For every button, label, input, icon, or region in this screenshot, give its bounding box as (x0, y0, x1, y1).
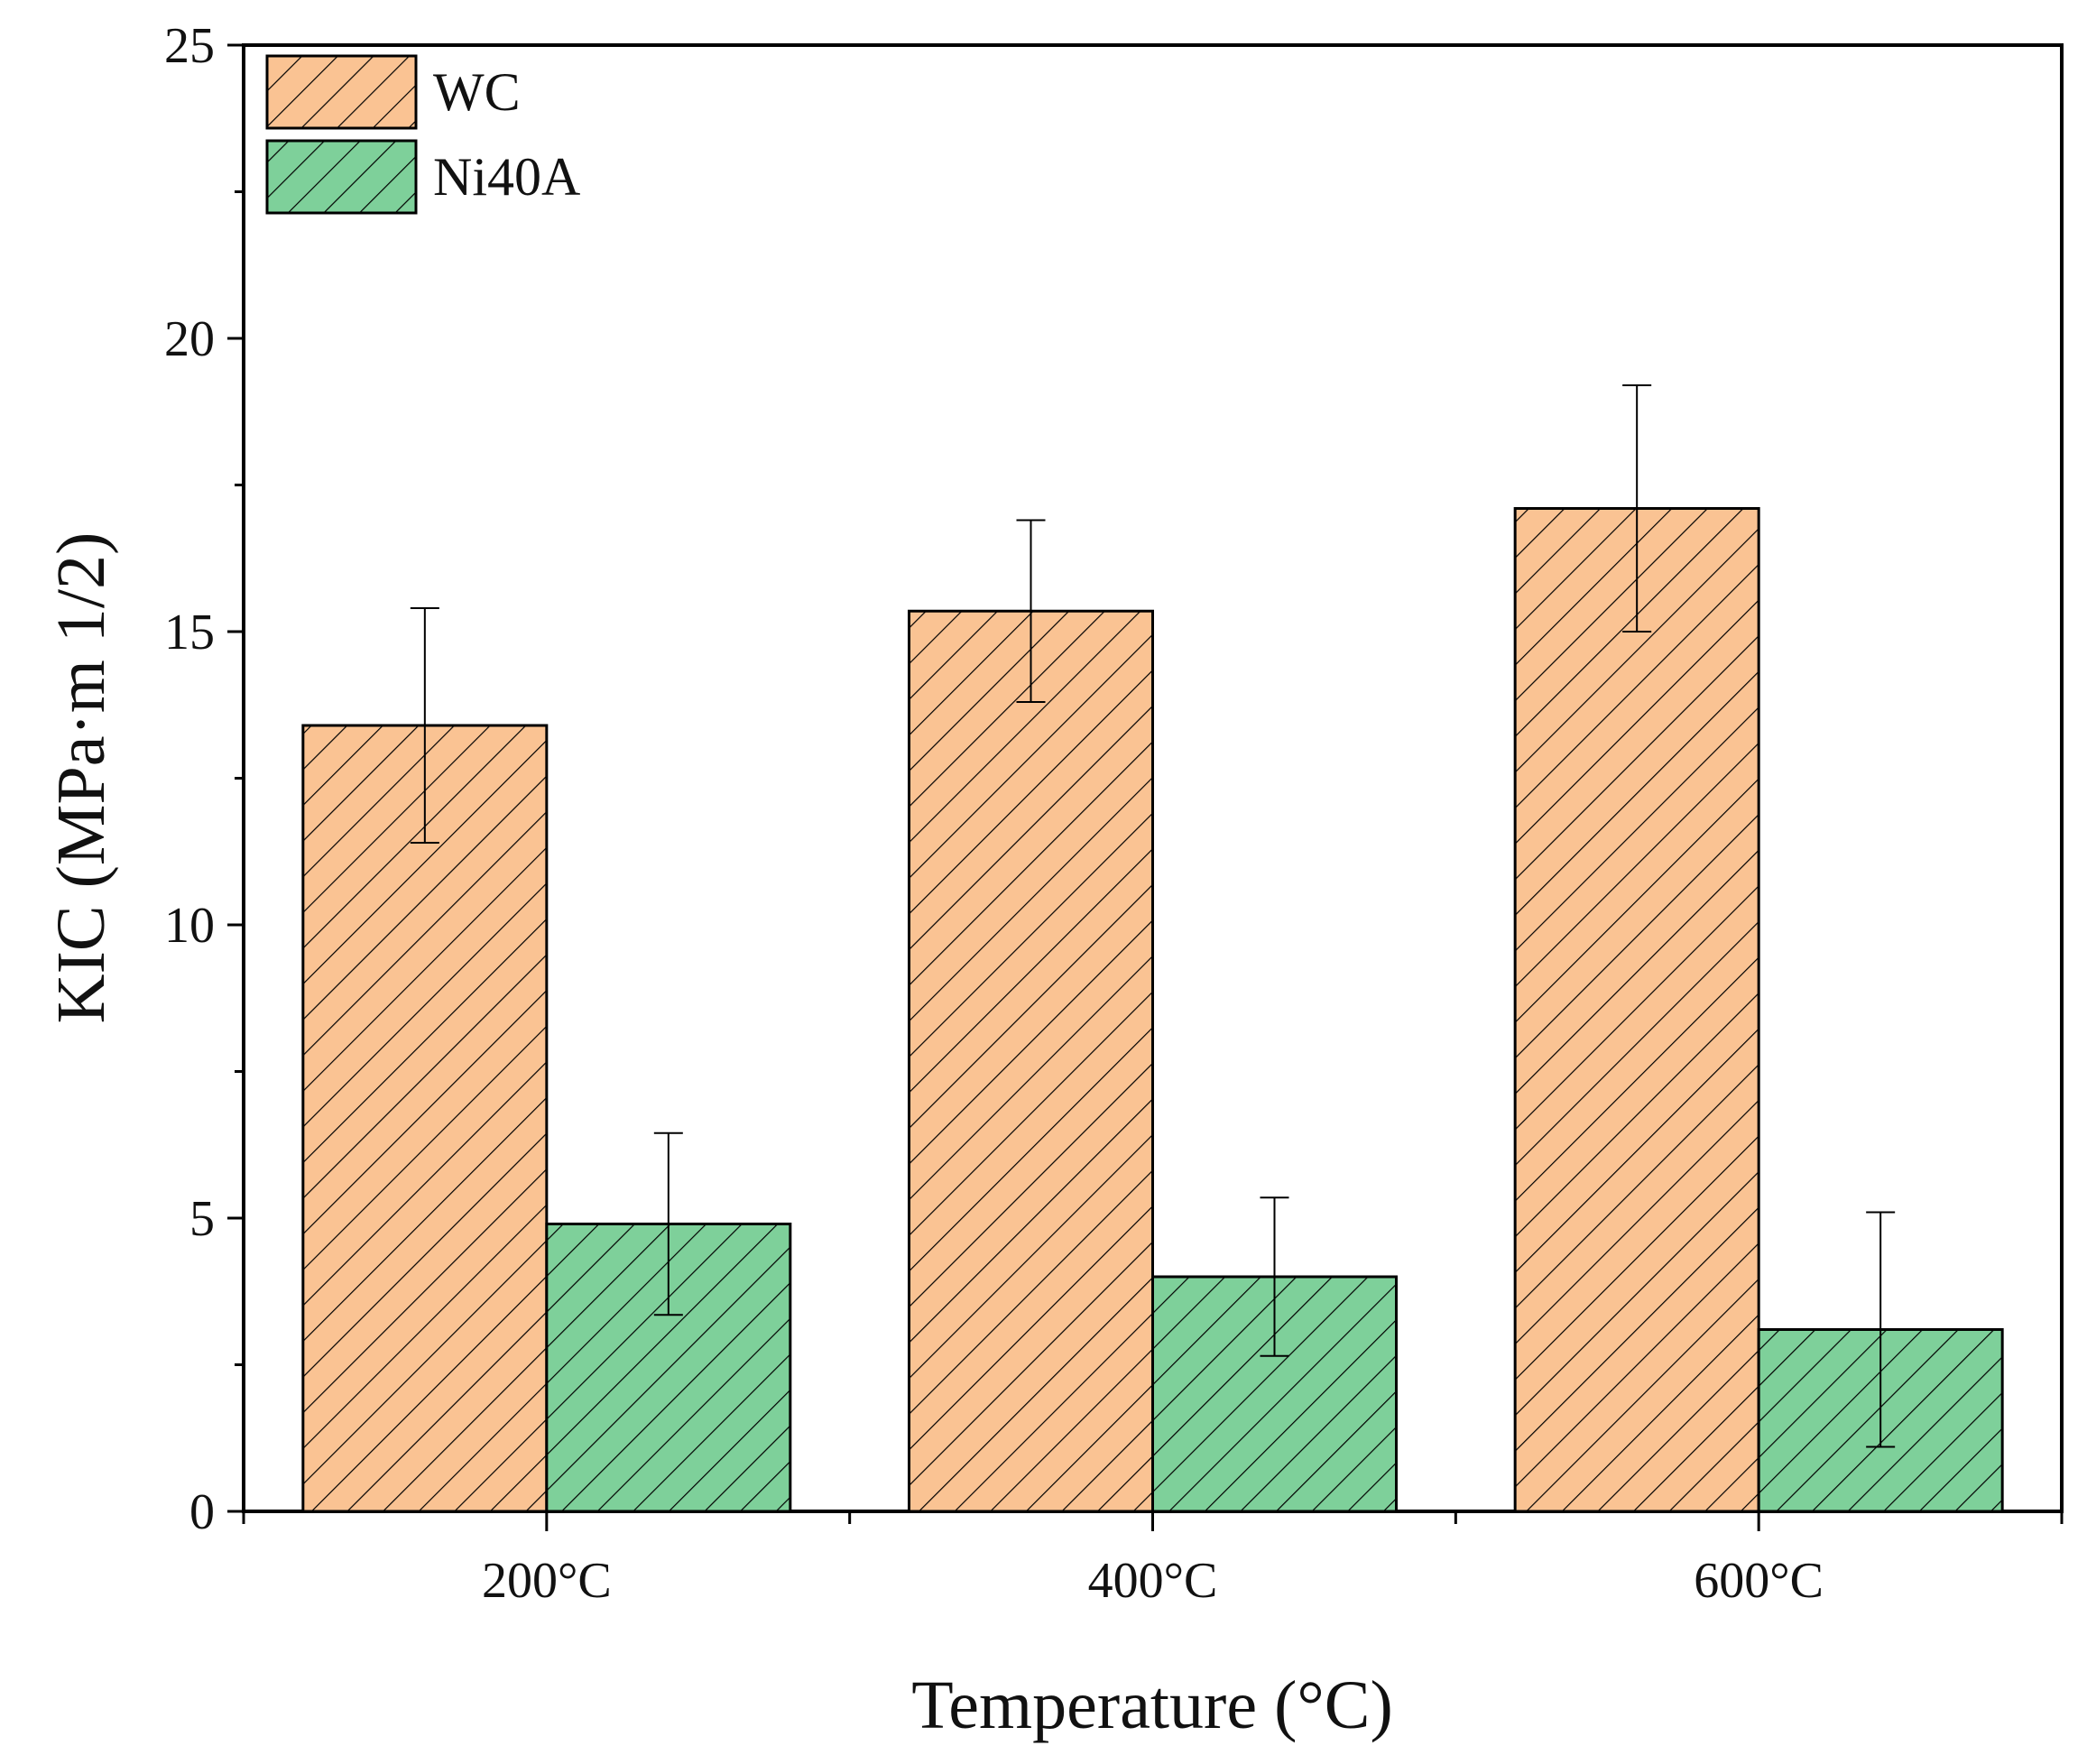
bar-wc-2 (908, 609, 1154, 1513)
bar-wc-3 (1513, 507, 1760, 1513)
x-tick-label: 200°C (482, 1553, 612, 1609)
x-tick-label: 400°C (1088, 1553, 1218, 1609)
y-axis-title: KIC (MPa·m 1/2) (43, 532, 119, 1024)
error-bars-group (410, 384, 1896, 1448)
legend-label-wc: WC (433, 62, 521, 122)
legend-swatch-wc (265, 54, 418, 130)
y-axis: 0 5 10 15 20 25 (164, 18, 244, 1540)
bars-group (301, 507, 2004, 1513)
x-axis: 200°C 400°C 600°C (242, 1511, 2064, 1609)
y-tick-label: 5 (189, 1191, 215, 1247)
x-axis-title: Temperature (°C) (911, 1667, 1393, 1743)
bar-wc-1 (301, 724, 549, 1513)
y-tick-label: 0 (189, 1484, 215, 1540)
legend-swatch-ni40a (265, 139, 418, 215)
y-tick-label: 15 (164, 605, 215, 660)
legend-label-ni40a: Ni40A (433, 147, 580, 207)
y-tick-label: 25 (164, 18, 215, 74)
y-tick-label: 10 (164, 898, 215, 954)
legend: WC Ni40A (265, 54, 580, 215)
y-tick-label: 20 (164, 311, 215, 367)
x-tick-label: 600°C (1694, 1553, 1824, 1609)
